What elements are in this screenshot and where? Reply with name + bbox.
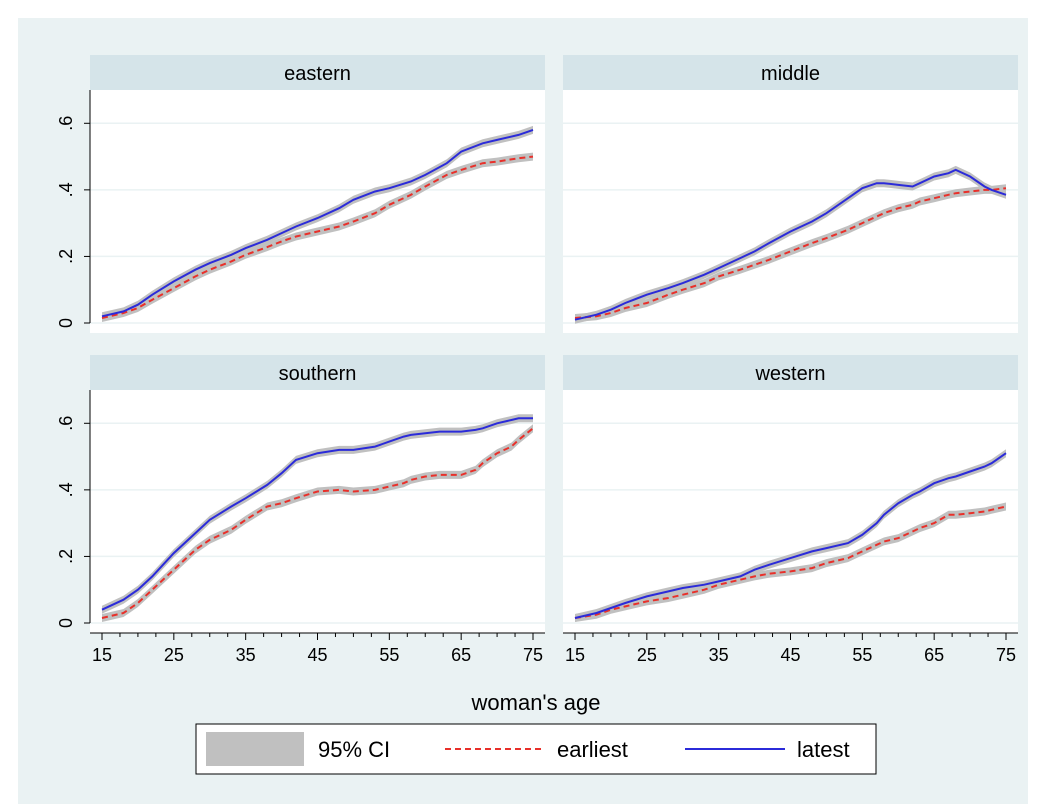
y-tick-label: 0 (56, 318, 76, 328)
x-tick-label: 65 (924, 645, 944, 665)
x-tick-label: 25 (164, 645, 184, 665)
panel-title-strip (563, 55, 1018, 90)
x-axis-title: woman's age (471, 690, 601, 715)
x-tick-label: 65 (451, 645, 471, 665)
ci-band-earliest (575, 184, 1006, 322)
panel-title-strip (90, 355, 545, 390)
x-tick-label: 45 (307, 645, 327, 665)
panel-title: southern (279, 363, 357, 385)
plot-area (563, 390, 1018, 633)
legend-label-latest: latest (797, 737, 850, 762)
y-tick-label: .6 (56, 416, 76, 431)
series-line-latest (574, 452, 1007, 619)
x-tick-label: 75 (996, 645, 1016, 665)
x-tick-label: 25 (637, 645, 657, 665)
panel-title: middle (761, 63, 820, 85)
ci-band-earliest (575, 502, 1006, 622)
x-tick-label: 75 (523, 645, 543, 665)
y-tick-label: .2 (56, 249, 76, 264)
legend-label-ci: 95% CI (318, 737, 390, 762)
legend: 95% CI earliest latest (195, 723, 877, 775)
x-tick-label: 35 (236, 645, 256, 665)
x-tick-label: 15 (92, 645, 112, 665)
series-line-earliest (574, 187, 1007, 319)
x-tick-label: 35 (709, 645, 729, 665)
legend-label-earliest: earliest (557, 737, 628, 762)
y-tick-label: .6 (56, 116, 76, 131)
panel-title: eastern (284, 63, 351, 85)
x-tick-label: 55 (379, 645, 399, 665)
series-line-latest (574, 168, 1007, 321)
y-tick-label: 0 (56, 618, 76, 628)
series-line-earliest (101, 427, 534, 619)
series-line-earliest (101, 155, 534, 319)
x-tick-label: 15 (565, 645, 585, 665)
panel-title-strip (90, 55, 545, 90)
series-line-latest (101, 128, 534, 318)
ci-band-latest (575, 165, 1006, 324)
series-line-earliest (574, 505, 1007, 619)
panel-title-strip (563, 355, 1018, 390)
ci-band-earliest (102, 152, 533, 322)
plot-area (563, 90, 1018, 333)
x-tick-label: 55 (852, 645, 872, 665)
x-tick-label: 45 (780, 645, 800, 665)
panel-title: western (754, 363, 825, 385)
y-tick-label: .4 (56, 182, 76, 197)
y-tick-label: .2 (56, 549, 76, 564)
y-tick-label: .4 (56, 482, 76, 497)
series-line-latest (101, 417, 533, 611)
ci-band-earliest (102, 424, 533, 622)
legend-swatch-ci (206, 732, 304, 766)
